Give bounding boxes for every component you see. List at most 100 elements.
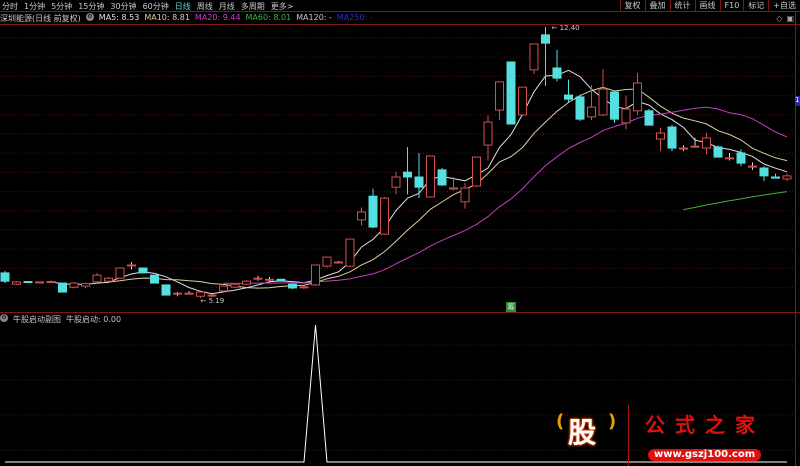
period-tab[interactable]: 1分钟 — [24, 2, 46, 11]
candle-down — [276, 278, 286, 282]
candle-down — [0, 272, 10, 282]
candle-up — [449, 187, 458, 190]
logo-title: 公式之家 — [645, 413, 765, 437]
candle-down — [414, 176, 424, 188]
candle-up — [598, 88, 608, 116]
period-tab[interactable]: 月线 — [218, 2, 235, 11]
candle-down — [161, 284, 171, 296]
candle-down — [150, 274, 159, 284]
right-price-tag: 1 — [795, 96, 800, 106]
candle-down — [58, 282, 67, 293]
candle-up — [495, 81, 504, 111]
candle-down — [610, 91, 619, 120]
candle-down — [138, 267, 148, 274]
period-tab[interactable]: 15分钟 — [78, 2, 105, 11]
candle-down — [713, 146, 723, 158]
candle-up — [12, 281, 21, 285]
candle-up — [35, 281, 44, 284]
candle-up — [748, 165, 757, 168]
diamond-icon[interactable]: ◇ — [776, 14, 783, 23]
candle-up — [529, 43, 539, 71]
candle-up — [391, 176, 401, 188]
tool-button[interactable]: 画线 — [694, 0, 720, 12]
candle-down — [564, 94, 573, 100]
period-tab[interactable]: 周线 — [196, 2, 213, 11]
candle-up — [184, 292, 194, 295]
candle-up — [518, 86, 527, 116]
candle-down — [368, 195, 378, 228]
ma10-line — [108, 86, 788, 289]
candle-up — [173, 292, 182, 295]
period-tab[interactable]: 多周期 — [240, 2, 265, 11]
logo-url: www.gszj100.com — [648, 449, 762, 461]
candle-up — [472, 156, 481, 187]
low-annotation: ← 5.19 — [201, 297, 225, 305]
candle-up — [426, 155, 435, 198]
candle-down — [644, 110, 654, 126]
ma5-label: MA5: 8.53 — [98, 13, 140, 22]
tool-button[interactable]: 复权 — [619, 0, 645, 12]
tool-button[interactable]: F10 — [719, 0, 744, 12]
ma250-label: MA250: - — [336, 13, 373, 22]
ma120-label: MA120: - — [296, 13, 332, 22]
candle-up — [219, 285, 228, 292]
period-tab[interactable]: 60分钟 — [142, 2, 169, 11]
ma60-label: MA60: 8.01 — [245, 13, 292, 22]
panel-icons: ◇ ▣ — [776, 14, 794, 23]
logo-divider — [628, 405, 629, 466]
candle-up — [679, 147, 688, 150]
candle-up — [253, 277, 263, 280]
ma20-label: MA20: 9.44 — [194, 13, 241, 22]
chip-marker[interactable]: 筹 — [506, 302, 516, 312]
tool-button[interactable]: 叠加 — [644, 0, 670, 12]
gszj-logo: ( 股 ) 公式之家 www.gszj100.com — [552, 405, 792, 466]
candle-down — [288, 283, 297, 289]
candle-up — [115, 267, 125, 279]
candle-up — [92, 274, 102, 283]
candle-up — [725, 157, 734, 160]
candle-up — [322, 256, 332, 267]
period-tab[interactable]: 分时 — [2, 2, 18, 11]
settings-icon[interactable]: ⚙ — [0, 314, 8, 322]
candle-down — [771, 176, 780, 179]
candle-up — [656, 132, 665, 140]
candle-up — [345, 238, 355, 267]
candle-up — [483, 121, 493, 146]
candle-down — [23, 281, 33, 284]
candle-up — [242, 280, 251, 285]
candle-up — [265, 278, 274, 281]
horn-right-icon: ) — [608, 411, 617, 432]
high-annotation: ← 12.40 — [552, 24, 580, 32]
candle-up — [380, 197, 389, 235]
candle-down — [575, 96, 585, 120]
candle-up — [587, 106, 596, 118]
candle-up — [702, 137, 711, 149]
stock-title: 深圳能源(日线 前复权) — [0, 14, 81, 23]
candle-down — [736, 152, 746, 164]
tool-button[interactable]: 统计 — [669, 0, 695, 12]
ma-info-line: 深圳能源(日线 前复权) ⚙ MA5: 8.53 MA10: 8.81 MA20… — [0, 13, 373, 24]
tool-button[interactable]: 标记 — [743, 0, 768, 12]
period-tab[interactable]: 5分钟 — [51, 2, 73, 11]
period-tab[interactable]: 30分钟 — [110, 2, 137, 11]
period-tab[interactable]: 日线 — [174, 2, 191, 11]
candle-up — [311, 264, 320, 286]
candle-up — [299, 286, 309, 289]
indicator-line — [5, 324, 787, 463]
indicator-info-line: ⚙ 牛股启动副图 牛股启动: 0.00 — [0, 314, 121, 325]
candle-up — [196, 291, 205, 297]
candle-up — [633, 82, 642, 112]
logo-char: 股 — [568, 416, 597, 449]
indicator-name[interactable]: 牛股启动副图 — [13, 315, 61, 324]
candle-down — [506, 61, 516, 125]
period-tab[interactable]: 更多> — [270, 2, 294, 11]
candle-up — [104, 277, 113, 282]
horn-left-icon: ( — [556, 411, 565, 432]
settings-icon[interactable]: ⚙ — [85, 13, 94, 21]
window-icon[interactable]: ▣ — [786, 14, 794, 23]
top-toolbar: 分时 1分钟 5分钟 15分钟 30分钟 60分钟 日线 周线 月线 多周期 更多> 复权 叠加 统计画… — [0, 0, 800, 12]
candle-up — [357, 211, 366, 221]
tool-button[interactable]: +自选 — [768, 0, 800, 12]
candle-up — [69, 282, 79, 288]
